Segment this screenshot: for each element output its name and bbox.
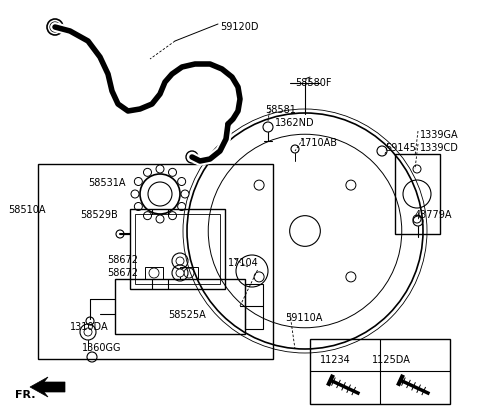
Circle shape — [47, 20, 63, 36]
Text: 1362ND: 1362ND — [275, 118, 314, 128]
Circle shape — [92, 49, 98, 55]
Bar — [245, 284, 263, 329]
Text: FR.: FR. — [15, 389, 36, 399]
Text: 58529B: 58529B — [80, 209, 118, 219]
Text: 58672: 58672 — [107, 267, 138, 277]
Text: 59145: 59145 — [385, 142, 416, 153]
Text: 17104: 17104 — [228, 257, 259, 267]
Text: 1360GG: 1360GG — [82, 342, 121, 352]
Bar — [395, 154, 440, 235]
Circle shape — [156, 216, 164, 223]
Circle shape — [134, 203, 143, 211]
Text: 59120D: 59120D — [220, 22, 259, 32]
Bar — [310, 339, 450, 404]
Text: 58672: 58672 — [107, 254, 138, 264]
Circle shape — [135, 108, 141, 114]
Polygon shape — [30, 377, 65, 397]
Text: 58510A: 58510A — [8, 204, 46, 214]
Bar — [115, 279, 245, 334]
Bar — [145, 267, 163, 279]
Text: 58525A: 58525A — [168, 309, 206, 319]
Text: 43779A: 43779A — [415, 209, 453, 219]
Circle shape — [144, 169, 152, 177]
Circle shape — [186, 152, 198, 164]
Circle shape — [178, 178, 186, 186]
Bar — [135, 214, 220, 284]
Circle shape — [168, 212, 177, 220]
Circle shape — [176, 269, 184, 277]
Circle shape — [134, 178, 143, 186]
Circle shape — [168, 169, 177, 177]
Circle shape — [178, 203, 186, 211]
Text: 1339CD: 1339CD — [420, 142, 459, 153]
Text: 1125DA: 1125DA — [372, 354, 411, 364]
Text: 11234: 11234 — [320, 354, 351, 364]
Text: 58581: 58581 — [265, 105, 296, 115]
Circle shape — [131, 190, 139, 199]
Circle shape — [144, 212, 152, 220]
Bar — [180, 267, 198, 279]
Circle shape — [176, 257, 184, 266]
Text: 58531A: 58531A — [88, 178, 125, 188]
Circle shape — [207, 62, 213, 68]
Bar — [38, 165, 273, 359]
Circle shape — [156, 166, 164, 173]
Text: 1339GA: 1339GA — [420, 130, 458, 140]
Text: 59110A: 59110A — [285, 312, 323, 322]
Circle shape — [181, 190, 189, 199]
Text: 1710AB: 1710AB — [300, 138, 338, 147]
Bar — [130, 209, 225, 289]
Text: 58580F: 58580F — [295, 78, 332, 88]
Text: 1310DA: 1310DA — [70, 321, 108, 331]
